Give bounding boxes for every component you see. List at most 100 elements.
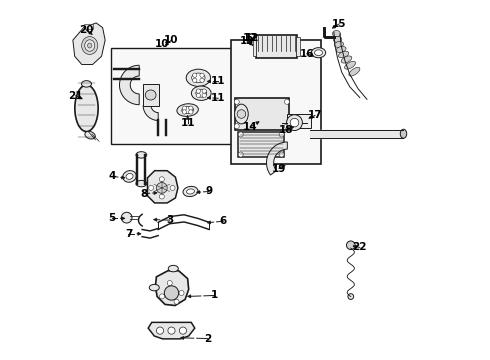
Circle shape	[234, 124, 239, 129]
Circle shape	[200, 78, 204, 82]
Circle shape	[200, 73, 204, 77]
Ellipse shape	[85, 40, 95, 51]
Ellipse shape	[349, 67, 360, 76]
Ellipse shape	[136, 180, 147, 187]
Circle shape	[164, 286, 179, 300]
Ellipse shape	[186, 69, 211, 86]
Bar	[287, 114, 311, 128]
Ellipse shape	[183, 186, 198, 197]
Text: 11: 11	[180, 118, 195, 128]
Ellipse shape	[235, 104, 248, 124]
Circle shape	[159, 194, 164, 199]
Ellipse shape	[85, 131, 95, 139]
Ellipse shape	[168, 265, 178, 272]
Ellipse shape	[182, 107, 194, 113]
Ellipse shape	[75, 85, 98, 132]
Circle shape	[346, 241, 355, 249]
Circle shape	[287, 115, 302, 131]
Circle shape	[168, 327, 175, 334]
Bar	[256, 35, 297, 58]
Ellipse shape	[311, 48, 326, 58]
Circle shape	[160, 294, 165, 299]
Bar	[296, 37, 300, 56]
Bar	[84, 24, 93, 30]
Circle shape	[159, 177, 164, 182]
Text: 6: 6	[220, 216, 227, 226]
Circle shape	[202, 93, 206, 98]
Circle shape	[234, 99, 239, 104]
Text: 4: 4	[109, 171, 116, 181]
Ellipse shape	[315, 50, 322, 55]
Polygon shape	[147, 171, 178, 203]
Circle shape	[237, 110, 245, 118]
Text: 10: 10	[164, 35, 179, 45]
Polygon shape	[143, 105, 158, 121]
Bar	[235, 98, 289, 130]
Ellipse shape	[136, 152, 147, 158]
Ellipse shape	[333, 31, 341, 37]
Text: 19: 19	[272, 163, 286, 174]
Ellipse shape	[196, 89, 207, 97]
Circle shape	[285, 99, 290, 104]
Ellipse shape	[126, 174, 133, 179]
Ellipse shape	[123, 171, 136, 182]
Text: 13: 13	[240, 36, 254, 46]
Text: 14: 14	[243, 122, 258, 132]
Circle shape	[238, 132, 243, 137]
Polygon shape	[120, 65, 139, 105]
Ellipse shape	[177, 104, 198, 116]
Text: 7: 7	[125, 229, 132, 239]
Bar	[231, 40, 321, 164]
Circle shape	[174, 299, 179, 304]
Ellipse shape	[88, 43, 92, 48]
Ellipse shape	[339, 51, 349, 58]
Circle shape	[193, 78, 197, 82]
Circle shape	[196, 89, 200, 93]
Ellipse shape	[192, 86, 211, 100]
Polygon shape	[73, 23, 105, 64]
Text: 17: 17	[308, 111, 322, 121]
Bar	[143, 84, 159, 107]
Circle shape	[156, 183, 167, 193]
Circle shape	[182, 110, 187, 114]
Text: 21: 21	[69, 91, 83, 101]
Bar	[253, 37, 256, 56]
Ellipse shape	[192, 73, 205, 82]
Circle shape	[193, 73, 197, 77]
Ellipse shape	[400, 129, 407, 138]
Text: 11: 11	[211, 93, 225, 103]
Text: 5: 5	[108, 213, 115, 223]
Text: 10: 10	[155, 40, 170, 49]
Text: 22: 22	[352, 242, 367, 252]
Text: 3: 3	[166, 215, 173, 225]
Polygon shape	[155, 271, 189, 306]
Circle shape	[290, 118, 299, 127]
Bar	[238, 132, 285, 157]
Circle shape	[189, 110, 193, 114]
Circle shape	[189, 106, 193, 111]
Text: 11: 11	[211, 76, 225, 86]
Ellipse shape	[344, 61, 356, 69]
Circle shape	[279, 152, 284, 157]
Text: 2: 2	[204, 333, 211, 343]
Text: 20: 20	[79, 25, 94, 35]
Circle shape	[122, 212, 132, 223]
Ellipse shape	[82, 37, 98, 54]
Text: 1: 1	[211, 291, 218, 301]
Text: 12: 12	[245, 33, 259, 43]
Circle shape	[167, 280, 172, 285]
Circle shape	[156, 327, 164, 334]
Ellipse shape	[334, 41, 343, 48]
Circle shape	[148, 185, 153, 190]
Circle shape	[285, 124, 290, 129]
Ellipse shape	[146, 90, 156, 100]
Ellipse shape	[187, 189, 195, 194]
Text: 15: 15	[332, 19, 346, 29]
Ellipse shape	[341, 56, 352, 63]
Circle shape	[202, 89, 206, 93]
Ellipse shape	[336, 46, 346, 53]
Polygon shape	[148, 322, 195, 339]
Circle shape	[279, 132, 284, 137]
Circle shape	[182, 106, 187, 111]
Circle shape	[348, 294, 354, 300]
